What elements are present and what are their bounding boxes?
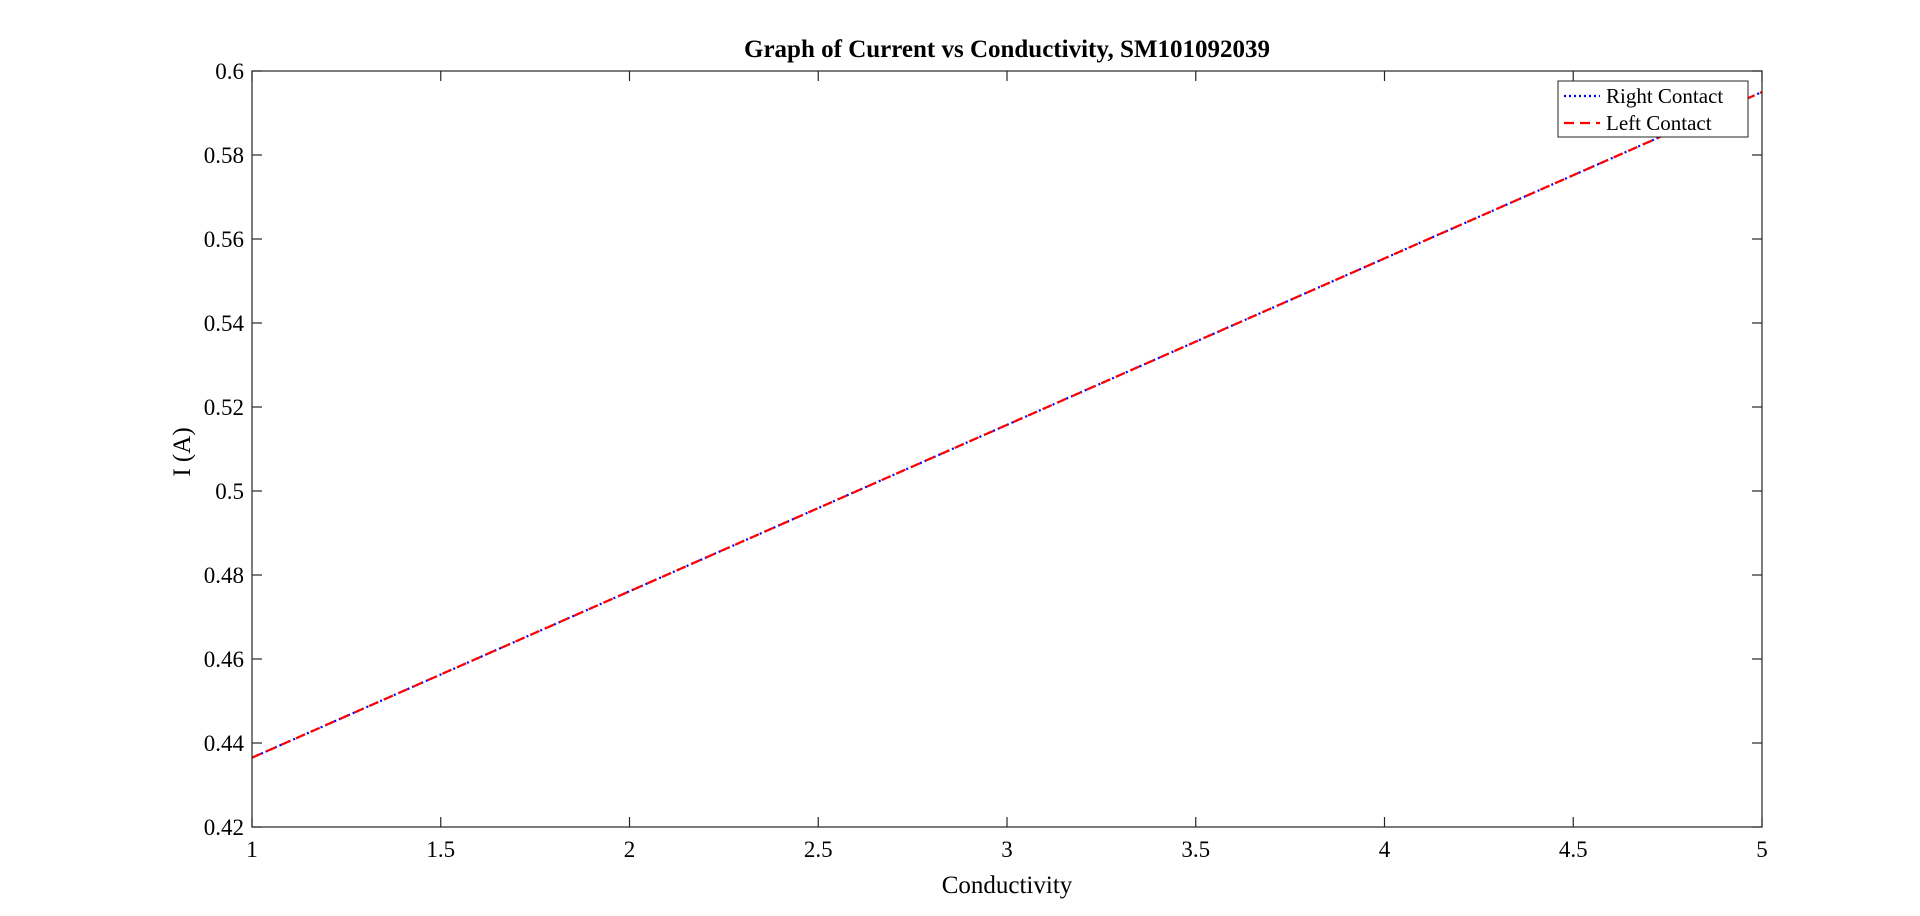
x-tick-label: 1.5 — [426, 837, 455, 862]
x-tick-label: 1 — [246, 837, 258, 862]
y-tick-label: 0.56 — [204, 227, 244, 252]
legend-box — [1557, 80, 1749, 138]
x-tick-label: 2.5 — [804, 837, 833, 862]
y-axis-label: I (A) — [169, 427, 196, 476]
y-tick-label: 0.5 — [215, 479, 244, 504]
x-tick-label: 4 — [1379, 837, 1391, 862]
x-tick-label: 3.5 — [1181, 837, 1210, 862]
plot-area-frame — [251, 70, 1763, 828]
x-tick-label: 5 — [1756, 837, 1768, 862]
x-tick-label: 4.5 — [1559, 837, 1588, 862]
legend: Right Contact Left Contact — [1557, 80, 1749, 138]
y-tick-label: 0.58 — [204, 143, 244, 168]
series-line-left-contact — [251, 90, 1763, 759]
y-tick-label: 0.54 — [204, 311, 245, 336]
x-tick-label: 3 — [1001, 837, 1013, 862]
tick-labels: 1 1.5 2 2.5 3 3.5 4 4.5 5 0.42 0.44 0.46 0.48 0.5 0.52… — [204, 59, 1768, 862]
legend-entry: Left Contact — [1606, 111, 1712, 135]
chart-title: Graph of Current vs Conductivity, SM1010… — [744, 36, 1270, 63]
axis-ticks — [251, 70, 1763, 828]
y-tick-label: 0.48 — [204, 563, 244, 588]
y-tick-label: 0.6 — [215, 59, 244, 84]
y-tick-label: 0.42 — [204, 815, 244, 840]
legend-entry: Right Contact — [1606, 84, 1723, 108]
y-tick-label: 0.46 — [204, 647, 244, 672]
series-lines — [251, 90, 1763, 759]
y-tick-label: 0.44 — [204, 731, 245, 756]
x-axis-label: Conductivity — [942, 872, 1073, 899]
x-tick-label: 2 — [624, 837, 636, 862]
y-tick-label: 0.52 — [204, 395, 244, 420]
